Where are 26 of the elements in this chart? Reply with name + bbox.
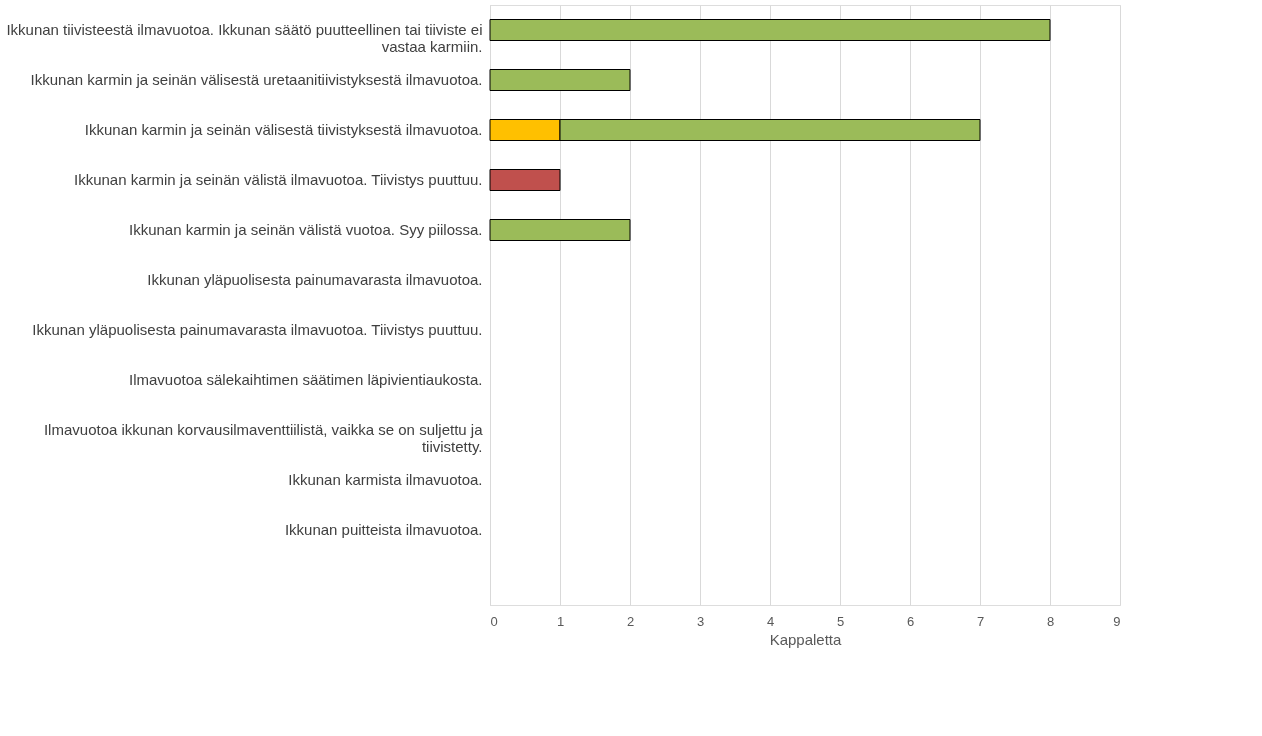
y-tick-label: Ikkunan yläpuolisesta painumavarasta ilmavuotoa. Tiivistys puuttuu. [32,321,483,338]
x-tick-label: 3 [696,613,705,629]
y-tick-label: Ikkunan karmin ja seinän välisestä uretaanitiivistyksestä ilmavuotoa. [30,71,483,88]
bar [489,169,561,191]
y-tick-label: Ilmavuotoa sälekaihtimen säätimen läpivientiaukosta. [128,371,483,388]
x-tick-label: 4 [766,613,775,629]
x-tick-label: 8 [1046,613,1055,629]
y-tick-label: Ikkunan yläpuolisesta painumavarasta ilmavuotoa. [147,271,483,288]
y-tick-label: Ikkunan karmin ja seinän välisestä tiivistyksestä ilmavuotoa. [84,121,483,138]
x-tick-label: 7 [976,613,985,629]
y-tick-label: Ikkunan karmin ja seinän välistä ilmavuotoa. Tiivistys puuttuu. [73,171,483,188]
y-tick-label: Ikkunan tiivisteestä ilmavuotoa. Ikkunan säätö puutteellinen tai tiiviste ei vastaa karmiin. [6,21,483,55]
x-tick-label: 0 [490,613,498,629]
y-tick-label: Ikkunan puitteista ilmavuotoa. [284,521,483,538]
y-tick-label: Ikkunan karmin ja seinän välistä vuotoa. Syy piilossa. [128,221,483,238]
x-tick-label: 1 [556,613,565,629]
bar [489,69,631,91]
x-axis-title: Kappaletta [769,630,843,648]
y-tick-label: Ikkunan karmista ilmavuotoa. [288,471,483,488]
x-tick-label: 5 [836,613,845,629]
x-tick-label: 9 [1113,613,1121,629]
x-tick-label: 2 [626,613,635,629]
y-tick-label: Ilmavuotoa ikkunan korvausilmaventtiilistä, vaikka se on suljettu ja tiivistetty. [43,421,484,455]
bar [489,19,1051,41]
x-tick-label: 6 [906,613,915,629]
bar [489,219,631,241]
